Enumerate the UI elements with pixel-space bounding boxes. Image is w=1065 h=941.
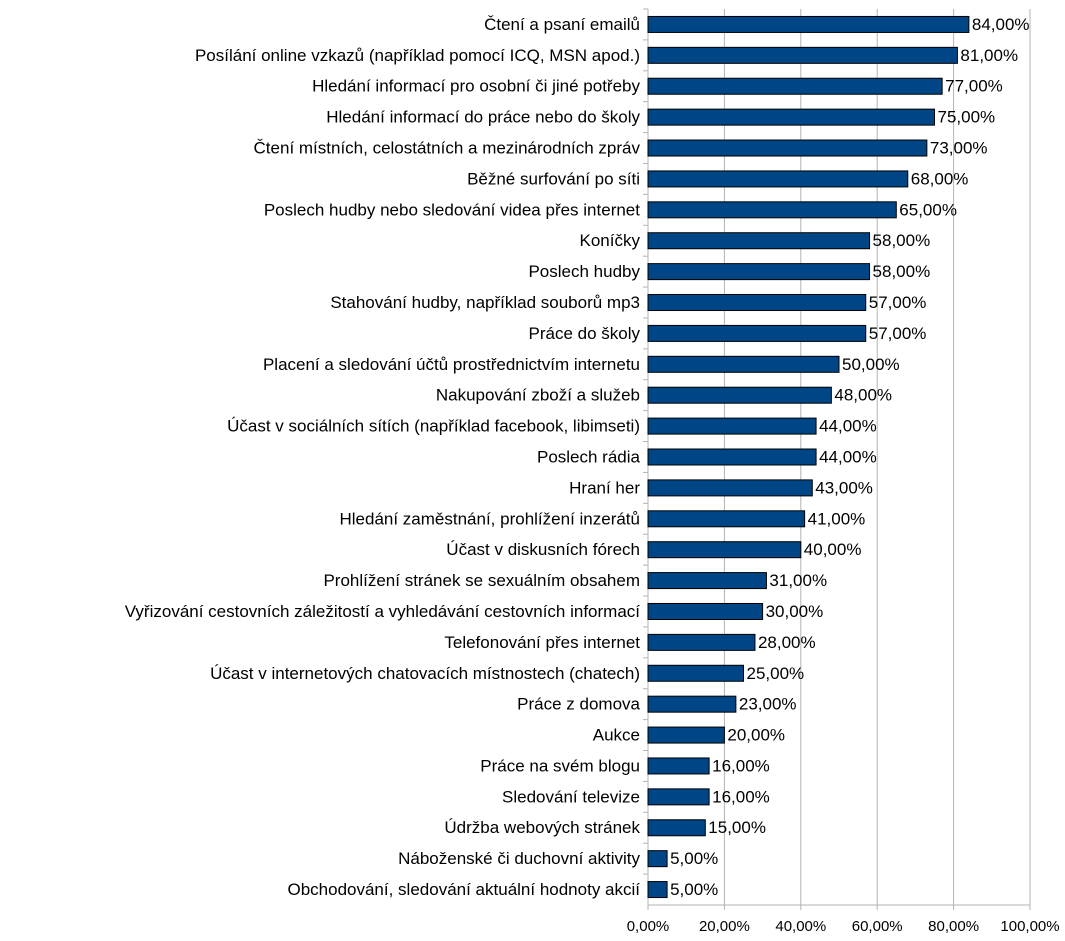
value-label: 81,00% xyxy=(960,46,1018,65)
y-tick-label: Posílání online vzkazů (například pomocí… xyxy=(195,46,640,65)
value-label: 20,00% xyxy=(727,726,785,745)
bar xyxy=(647,417,817,435)
bar xyxy=(647,386,832,404)
bar xyxy=(647,726,725,744)
value-label: 57,00% xyxy=(869,293,927,312)
y-tick-label: Obchodování, sledování aktuální hodnoty … xyxy=(287,880,640,899)
value-label: 41,00% xyxy=(808,509,866,528)
y-tick-label: Účast v internetových chatovacích místno… xyxy=(210,664,640,683)
bar xyxy=(647,788,710,806)
bar xyxy=(647,541,802,559)
value-label: 23,00% xyxy=(739,695,797,714)
value-label: 31,00% xyxy=(769,571,827,590)
value-label: 68,00% xyxy=(911,169,969,188)
y-tick-label: Koníčky xyxy=(580,231,641,250)
y-tick-label: Práce na svém blogu xyxy=(480,756,640,775)
bar xyxy=(647,170,909,188)
value-label: 5,00% xyxy=(670,880,718,899)
value-label: 5,00% xyxy=(670,849,718,868)
value-label: 43,00% xyxy=(815,478,873,497)
value-label: 50,00% xyxy=(842,355,900,374)
x-tick-label: 100,00% xyxy=(1000,918,1059,935)
bar xyxy=(647,108,935,126)
value-label: 44,00% xyxy=(819,447,877,466)
x-tick-label: 40,00% xyxy=(775,918,826,935)
bar xyxy=(647,850,668,868)
y-tick-label: Telefonování přes internet xyxy=(444,633,640,652)
value-label: 16,00% xyxy=(712,787,770,806)
y-tick-label: Práce z domova xyxy=(517,695,640,714)
bar xyxy=(647,448,817,466)
y-tick-label: Hledání informací do práce nebo do školy xyxy=(326,108,640,127)
y-tick-label: Čtení místních, celostátních a mezinárod… xyxy=(254,139,641,158)
value-label: 77,00% xyxy=(945,77,1003,96)
y-tick-label: Účast v sociálních sítích (například fac… xyxy=(227,417,640,436)
y-tick-label: Poslech hudby nebo sledování videa přes … xyxy=(264,200,640,219)
value-label: 58,00% xyxy=(873,262,931,281)
bar xyxy=(647,15,970,33)
bar xyxy=(647,819,706,837)
y-tick-label: Poslech rádia xyxy=(537,447,641,466)
bar xyxy=(647,232,871,250)
y-tick-label: Placení a sledování účtů prostřednictvím… xyxy=(263,355,640,374)
value-label: 40,00% xyxy=(804,540,862,559)
y-tick-label: Práce do školy xyxy=(529,324,641,343)
y-tick-label: Hledání zaměstnání, prohlížení inzerátů xyxy=(339,509,640,528)
bar xyxy=(647,355,840,373)
y-tick-label: Sledování televize xyxy=(502,787,640,806)
y-tick-label: Náboženské či duchovní aktivity xyxy=(398,849,640,868)
y-tick-label: Hledání informací pro osobní či jiné pot… xyxy=(312,77,640,96)
bar xyxy=(647,263,871,281)
y-tick-label: Stahování hudby, například souborů mp3 xyxy=(330,293,640,312)
value-label: 28,00% xyxy=(758,633,816,652)
bar xyxy=(647,479,813,497)
bar xyxy=(647,664,744,682)
bar xyxy=(647,201,897,219)
y-tick-label: Poslech hudby xyxy=(528,262,640,281)
bar xyxy=(647,881,668,899)
x-tick-label: 80,00% xyxy=(928,918,979,935)
bar xyxy=(647,572,767,590)
bar xyxy=(647,757,710,775)
value-label: 30,00% xyxy=(766,602,824,621)
y-tick-label: Běžné surfování po síti xyxy=(467,169,640,188)
y-tick-label: Údržba webových stránek xyxy=(444,818,640,837)
value-label: 84,00% xyxy=(972,15,1030,34)
bar xyxy=(647,324,867,342)
bar xyxy=(647,695,737,713)
value-label: 16,00% xyxy=(712,756,770,775)
value-label: 73,00% xyxy=(930,139,988,158)
bar xyxy=(647,139,928,157)
y-tick-label: Vyřizování cestovních záležitostí a vyhl… xyxy=(125,602,641,621)
value-label: 65,00% xyxy=(899,200,957,219)
y-tick-label: Prohlížení stránek se sexuálním obsahem xyxy=(323,571,640,590)
bar xyxy=(647,46,958,64)
bar xyxy=(647,77,943,95)
bar xyxy=(647,510,806,528)
y-tick-label: Nakupování zboží a služeb xyxy=(436,386,640,405)
value-label: 75,00% xyxy=(938,108,996,127)
bar xyxy=(647,294,867,312)
value-label: 25,00% xyxy=(747,664,805,683)
value-label: 15,00% xyxy=(708,818,766,837)
bar xyxy=(647,602,764,620)
value-label: 57,00% xyxy=(869,324,927,343)
y-tick-label: Účast v diskusních fórech xyxy=(446,540,640,559)
value-label: 58,00% xyxy=(873,231,931,250)
y-tick-label: Hraní her xyxy=(569,478,640,497)
y-tick-label: Čtení a psaní emailů xyxy=(484,15,640,34)
bar xyxy=(647,633,756,651)
x-tick-label: 0,00% xyxy=(627,918,670,935)
x-tick-label: 60,00% xyxy=(852,918,903,935)
value-label: 48,00% xyxy=(834,386,892,405)
x-tick-label: 20,00% xyxy=(699,918,750,935)
value-label: 44,00% xyxy=(819,417,877,436)
y-tick-label: Aukce xyxy=(593,726,640,745)
